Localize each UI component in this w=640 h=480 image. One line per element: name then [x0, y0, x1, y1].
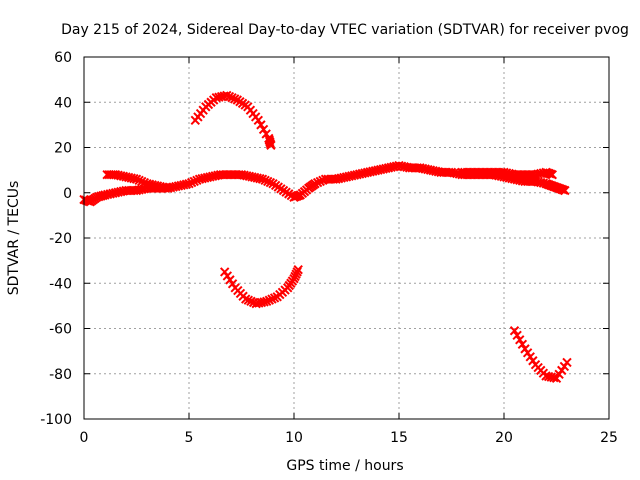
data-point-interp — [264, 295, 275, 305]
data-point-interp — [312, 177, 323, 188]
data-point — [131, 174, 142, 184]
data-point-interp — [224, 91, 235, 102]
data-point — [184, 178, 194, 189]
y-tick-label: -20 — [49, 231, 72, 247]
data-point-interp — [315, 176, 325, 187]
data-point — [509, 326, 520, 336]
x-axis-label: GPS time / hours — [286, 458, 403, 474]
data-point-interp — [139, 177, 150, 188]
data-point — [562, 357, 572, 368]
data-point — [293, 264, 303, 275]
y-tick-label: -80 — [49, 367, 72, 383]
y-tick-label: -100 — [40, 412, 72, 428]
x-tick-label: 20 — [495, 430, 513, 446]
data-point-interp — [549, 373, 559, 383]
data-series — [79, 90, 572, 383]
series-late-track — [457, 167, 558, 180]
data-point-interp — [512, 330, 522, 340]
series-late-dip-arc — [509, 326, 572, 383]
data-point-interp — [258, 124, 269, 135]
data-point-interp — [137, 176, 147, 187]
data-point — [261, 296, 272, 307]
series-main-trend — [79, 160, 570, 207]
data-point — [560, 185, 570, 196]
data-point-interp — [255, 173, 265, 184]
data-point — [257, 174, 268, 184]
data-point-interp — [265, 177, 276, 188]
data-point-interp — [192, 175, 202, 186]
data-point-interp — [269, 293, 280, 303]
data-point-interp — [267, 294, 277, 304]
data-point-interp — [160, 182, 171, 193]
data-point-interp — [246, 296, 256, 307]
data-point — [310, 178, 320, 189]
data-point-interp — [517, 339, 528, 350]
y-tick-label: 20 — [54, 141, 72, 157]
data-point-interp — [227, 93, 237, 103]
data-point-interp — [189, 176, 199, 187]
y-axis-label: SDTVAR / TECUs — [6, 181, 22, 296]
data-point-interp — [134, 175, 144, 186]
y-tick-label: -60 — [49, 322, 72, 338]
y-tick-label: 60 — [54, 50, 72, 66]
data-point — [222, 90, 232, 101]
data-point-interp — [229, 94, 240, 104]
x-tick-label: 25 — [600, 430, 618, 446]
series-upper-arc — [190, 90, 276, 150]
data-point — [163, 183, 173, 193]
data-point — [240, 294, 251, 304]
x-tick-label: 0 — [80, 430, 89, 446]
series-early-track — [102, 169, 173, 193]
data-point-interp — [129, 173, 139, 184]
data-point-interp — [243, 295, 254, 305]
chart-title: Day 215 of 2024, Sidereal Day-to-day VTE… — [61, 22, 629, 38]
data-point-interp — [263, 176, 273, 187]
axis-ticks: 0 5 10 15 20 25 -100 -80 -60 -40 -20 0 20 40 60 — [40, 50, 618, 446]
data-point — [266, 140, 276, 150]
y-tick-label: -40 — [49, 276, 72, 292]
data-point-interp — [186, 177, 197, 188]
data-point-interp — [515, 335, 525, 345]
y-tick-label: 0 — [63, 186, 72, 202]
data-point — [253, 115, 264, 126]
y-tick-label: 40 — [54, 95, 72, 111]
data-point-interp — [260, 175, 270, 186]
x-tick-label: 10 — [285, 430, 303, 446]
series-lower-arc — [219, 264, 303, 309]
x-tick-label: 5 — [185, 430, 194, 446]
data-point-interp — [256, 120, 266, 130]
data-point-interp — [261, 129, 271, 139]
data-point — [547, 169, 558, 180]
x-tick-label: 15 — [390, 430, 408, 446]
data-point-interp — [181, 179, 192, 189]
grid-lines — [84, 57, 609, 419]
data-point-interp — [259, 297, 269, 307]
